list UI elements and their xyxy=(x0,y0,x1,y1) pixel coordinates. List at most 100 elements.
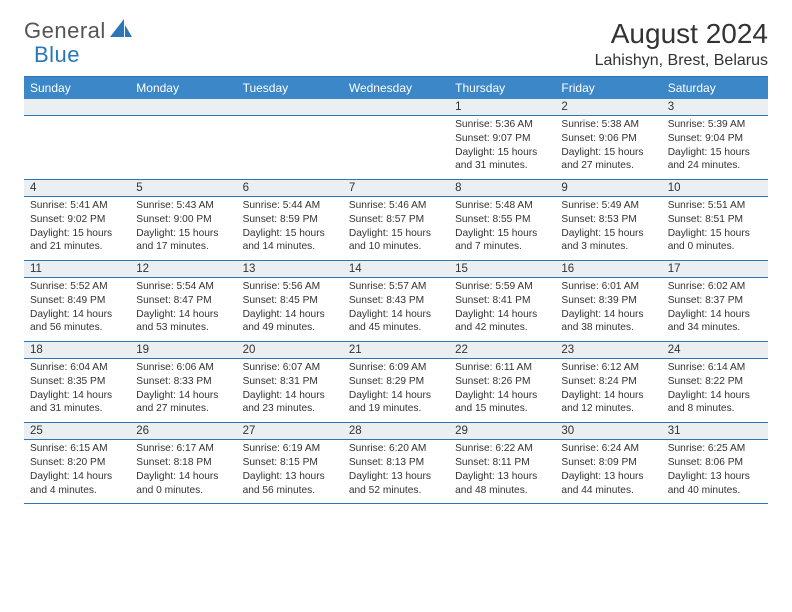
day-cell-info: Sunrise: 5:41 AMSunset: 9:02 PMDaylight:… xyxy=(24,197,130,261)
logo-text-b-wrap: Blue xyxy=(34,42,80,68)
day-cell-number: 24 xyxy=(662,342,768,359)
day-number: 4 xyxy=(24,180,130,196)
day-info: Sunrise: 6:25 AMSunset: 8:06 PMDaylight:… xyxy=(662,440,768,503)
day-number: 28 xyxy=(343,423,449,439)
day-info: Sunrise: 5:48 AMSunset: 8:55 PMDaylight:… xyxy=(449,197,555,260)
day-cell-info: Sunrise: 6:17 AMSunset: 8:18 PMDaylight:… xyxy=(130,440,236,504)
day-info: Sunrise: 5:49 AMSunset: 8:53 PMDaylight:… xyxy=(555,197,661,260)
day-cell-info: Sunrise: 5:36 AMSunset: 9:07 PMDaylight:… xyxy=(449,116,555,180)
weekday-header: Tuesday xyxy=(237,77,343,99)
daynum-row: 11121314151617 xyxy=(24,261,768,278)
day-info: Sunrise: 5:59 AMSunset: 8:41 PMDaylight:… xyxy=(449,278,555,341)
day-info: Sunrise: 5:51 AMSunset: 8:51 PMDaylight:… xyxy=(662,197,768,260)
day-cell-info xyxy=(237,116,343,180)
day-cell-number: 5 xyxy=(130,180,236,197)
day-cell-number: 16 xyxy=(555,261,661,278)
day-cell-info: Sunrise: 6:07 AMSunset: 8:31 PMDaylight:… xyxy=(237,359,343,423)
day-info: Sunrise: 6:17 AMSunset: 8:18 PMDaylight:… xyxy=(130,440,236,503)
day-cell-number: 17 xyxy=(662,261,768,278)
day-cell-info: Sunrise: 6:04 AMSunset: 8:35 PMDaylight:… xyxy=(24,359,130,423)
day-info xyxy=(237,116,343,174)
day-number xyxy=(237,99,343,103)
day-number: 21 xyxy=(343,342,449,358)
day-info: Sunrise: 5:43 AMSunset: 9:00 PMDaylight:… xyxy=(130,197,236,260)
day-number: 22 xyxy=(449,342,555,358)
day-number: 30 xyxy=(555,423,661,439)
day-cell-info: Sunrise: 6:20 AMSunset: 8:13 PMDaylight:… xyxy=(343,440,449,504)
day-number: 14 xyxy=(343,261,449,277)
day-number: 9 xyxy=(555,180,661,196)
logo-text-b: Blue xyxy=(34,42,80,67)
day-cell-info: Sunrise: 5:52 AMSunset: 8:49 PMDaylight:… xyxy=(24,278,130,342)
day-cell-info: Sunrise: 6:01 AMSunset: 8:39 PMDaylight:… xyxy=(555,278,661,342)
day-info: Sunrise: 6:22 AMSunset: 8:11 PMDaylight:… xyxy=(449,440,555,503)
day-info: Sunrise: 5:46 AMSunset: 8:57 PMDaylight:… xyxy=(343,197,449,260)
day-cell-number: 18 xyxy=(24,342,130,359)
day-info: Sunrise: 5:36 AMSunset: 9:07 PMDaylight:… xyxy=(449,116,555,179)
day-cell-number xyxy=(343,99,449,116)
day-number: 29 xyxy=(449,423,555,439)
day-cell-number: 6 xyxy=(237,180,343,197)
day-cell-info: Sunrise: 6:14 AMSunset: 8:22 PMDaylight:… xyxy=(662,359,768,423)
day-info: Sunrise: 5:57 AMSunset: 8:43 PMDaylight:… xyxy=(343,278,449,341)
day-number: 15 xyxy=(449,261,555,277)
day-cell-number: 15 xyxy=(449,261,555,278)
day-cell-number: 13 xyxy=(237,261,343,278)
day-cell-number: 14 xyxy=(343,261,449,278)
day-cell-info: Sunrise: 5:54 AMSunset: 8:47 PMDaylight:… xyxy=(130,278,236,342)
day-cell-info: Sunrise: 5:43 AMSunset: 9:00 PMDaylight:… xyxy=(130,197,236,261)
day-number: 27 xyxy=(237,423,343,439)
day-number: 3 xyxy=(662,99,768,115)
day-cell-number: 31 xyxy=(662,423,768,440)
day-cell-info: Sunrise: 5:48 AMSunset: 8:55 PMDaylight:… xyxy=(449,197,555,261)
day-number: 1 xyxy=(449,99,555,115)
weekday-header: Monday xyxy=(130,77,236,99)
day-cell-number xyxy=(24,99,130,116)
day-info: Sunrise: 5:52 AMSunset: 8:49 PMDaylight:… xyxy=(24,278,130,341)
calendar-table: SundayMondayTuesdayWednesdayThursdayFrid… xyxy=(24,77,768,504)
day-cell-info: Sunrise: 5:38 AMSunset: 9:06 PMDaylight:… xyxy=(555,116,661,180)
day-number: 24 xyxy=(662,342,768,358)
daynum-row: 123 xyxy=(24,99,768,116)
day-cell-info: Sunrise: 6:09 AMSunset: 8:29 PMDaylight:… xyxy=(343,359,449,423)
weekday-row: SundayMondayTuesdayWednesdayThursdayFrid… xyxy=(24,77,768,99)
info-row: Sunrise: 5:41 AMSunset: 9:02 PMDaylight:… xyxy=(24,197,768,261)
day-number: 16 xyxy=(555,261,661,277)
day-number: 18 xyxy=(24,342,130,358)
day-info xyxy=(24,116,130,174)
day-cell-number: 30 xyxy=(555,423,661,440)
day-info: Sunrise: 6:06 AMSunset: 8:33 PMDaylight:… xyxy=(130,359,236,422)
day-cell-info xyxy=(343,116,449,180)
logo-sail-icon xyxy=(110,19,132,44)
daynum-row: 25262728293031 xyxy=(24,423,768,440)
day-cell-info xyxy=(130,116,236,180)
day-cell-number: 19 xyxy=(130,342,236,359)
day-info: Sunrise: 6:11 AMSunset: 8:26 PMDaylight:… xyxy=(449,359,555,422)
day-cell-number xyxy=(237,99,343,116)
day-number: 8 xyxy=(449,180,555,196)
day-cell-number: 20 xyxy=(237,342,343,359)
day-info: Sunrise: 6:01 AMSunset: 8:39 PMDaylight:… xyxy=(555,278,661,341)
day-info: Sunrise: 6:20 AMSunset: 8:13 PMDaylight:… xyxy=(343,440,449,503)
day-cell-number: 8 xyxy=(449,180,555,197)
day-cell-info: Sunrise: 6:12 AMSunset: 8:24 PMDaylight:… xyxy=(555,359,661,423)
day-number: 31 xyxy=(662,423,768,439)
day-cell-number: 21 xyxy=(343,342,449,359)
day-cell-info: Sunrise: 6:25 AMSunset: 8:06 PMDaylight:… xyxy=(662,440,768,504)
day-cell-info: Sunrise: 5:49 AMSunset: 8:53 PMDaylight:… xyxy=(555,197,661,261)
day-cell-info: Sunrise: 5:39 AMSunset: 9:04 PMDaylight:… xyxy=(662,116,768,180)
day-number: 11 xyxy=(24,261,130,277)
day-number: 10 xyxy=(662,180,768,196)
day-cell-number: 1 xyxy=(449,99,555,116)
day-info: Sunrise: 6:07 AMSunset: 8:31 PMDaylight:… xyxy=(237,359,343,422)
day-info: Sunrise: 6:12 AMSunset: 8:24 PMDaylight:… xyxy=(555,359,661,422)
day-cell-number: 29 xyxy=(449,423,555,440)
day-cell-number: 28 xyxy=(343,423,449,440)
day-cell-info: Sunrise: 6:22 AMSunset: 8:11 PMDaylight:… xyxy=(449,440,555,504)
daynum-row: 18192021222324 xyxy=(24,342,768,359)
day-info: Sunrise: 5:41 AMSunset: 9:02 PMDaylight:… xyxy=(24,197,130,260)
day-cell-info: Sunrise: 5:51 AMSunset: 8:51 PMDaylight:… xyxy=(662,197,768,261)
day-cell-info: Sunrise: 6:02 AMSunset: 8:37 PMDaylight:… xyxy=(662,278,768,342)
header: General Blue August 2024 Lahishyn, Brest… xyxy=(24,18,768,70)
day-cell-info: Sunrise: 5:57 AMSunset: 8:43 PMDaylight:… xyxy=(343,278,449,342)
